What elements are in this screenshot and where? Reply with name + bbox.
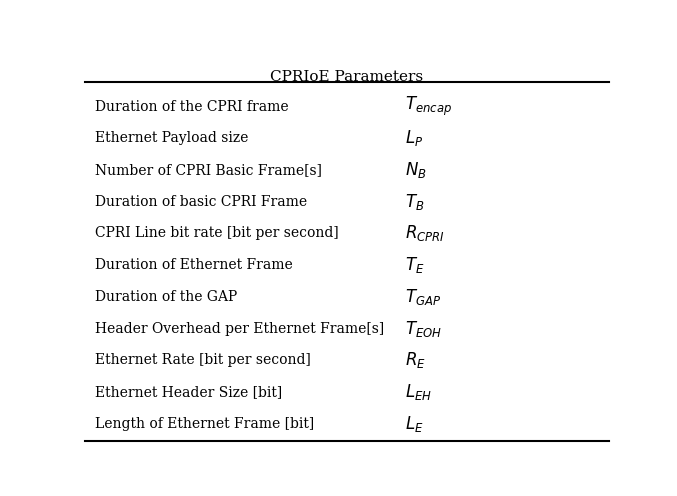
Text: $\mathit{R}_{\mathit{CPRI}}$: $\mathit{R}_{\mathit{CPRI}}$ [405, 224, 445, 244]
Text: Ethernet Header Size [bit]: Ethernet Header Size [bit] [95, 385, 282, 399]
Text: $\mathit{T}_{\mathit{B}}$: $\mathit{T}_{\mathit{B}}$ [405, 192, 424, 212]
Text: Ethernet Rate [bit per second]: Ethernet Rate [bit per second] [95, 353, 311, 367]
Text: Duration of basic CPRI Frame: Duration of basic CPRI Frame [95, 195, 307, 209]
Text: Number of CPRI Basic Frame[s]: Number of CPRI Basic Frame[s] [95, 163, 322, 177]
Text: $\mathit{L}_{\mathit{P}}$: $\mathit{L}_{\mathit{P}}$ [405, 128, 423, 148]
Text: $\mathit{T}_{\mathit{E}}$: $\mathit{T}_{\mathit{E}}$ [405, 255, 424, 275]
Text: CPRIoE Parameters: CPRIoE Parameters [270, 70, 424, 84]
Text: $\mathit{L}_{\mathit{EH}}$: $\mathit{L}_{\mathit{EH}}$ [405, 382, 432, 402]
Text: Duration of Ethernet Frame: Duration of Ethernet Frame [95, 258, 293, 272]
Text: Length of Ethernet Frame [bit]: Length of Ethernet Frame [bit] [95, 417, 314, 431]
Text: $\mathit{T}_{\mathit{encap}}$: $\mathit{T}_{\mathit{encap}}$ [405, 95, 452, 118]
Text: CPRI Line bit rate [bit per second]: CPRI Line bit rate [bit per second] [95, 227, 339, 241]
Text: Duration of the CPRI frame: Duration of the CPRI frame [95, 100, 289, 114]
Text: $\mathit{T}_{\mathit{GAP}}$: $\mathit{T}_{\mathit{GAP}}$ [405, 287, 441, 307]
Text: $\mathit{N}_{\mathit{B}}$: $\mathit{N}_{\mathit{B}}$ [405, 160, 427, 180]
Text: $\mathit{T}_{\mathit{EOH}}$: $\mathit{T}_{\mathit{EOH}}$ [405, 318, 442, 339]
Text: Ethernet Payload size: Ethernet Payload size [95, 131, 248, 145]
Text: Duration of the GAP: Duration of the GAP [95, 290, 238, 304]
Text: $\mathit{L}_{\mathit{E}}$: $\mathit{L}_{\mathit{E}}$ [405, 414, 423, 434]
Text: $\mathit{R}_{\mathit{E}}$: $\mathit{R}_{\mathit{E}}$ [405, 350, 426, 371]
Text: Header Overhead per Ethernet Frame[s]: Header Overhead per Ethernet Frame[s] [95, 321, 385, 336]
